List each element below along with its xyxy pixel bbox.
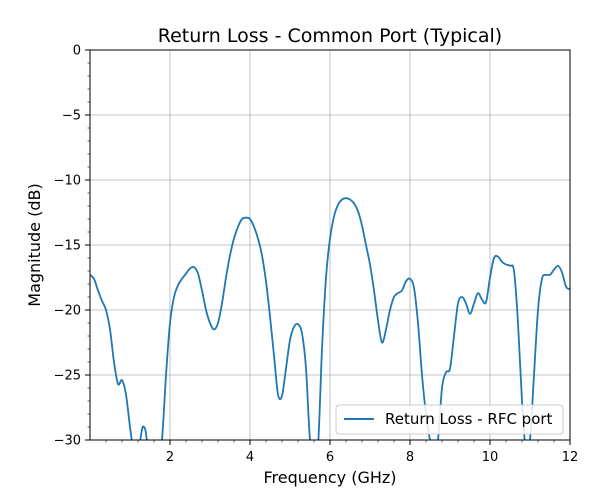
y-tick-label: −20 [54, 304, 81, 319]
x-tick-label: 6 [326, 450, 334, 465]
chart-title: Return Loss - Common Port (Typical) [158, 25, 502, 47]
y-tick-label: −10 [54, 174, 81, 189]
y-tick-label: 0 [73, 44, 81, 59]
x-axis-label: Frequency (GHz) [263, 468, 396, 487]
series-line-return-loss-rfc-port [90, 197, 570, 440]
x-tick-label: 8 [406, 450, 414, 465]
y-tick-label: −5 [62, 109, 81, 124]
x-tick-label: 4 [246, 450, 254, 465]
y-tick-label: −15 [54, 239, 81, 254]
legend: Return Loss - RFC port [335, 404, 564, 435]
x-tick-label: 12 [562, 450, 579, 465]
y-tick-label: −25 [54, 369, 81, 384]
legend-box [335, 404, 564, 435]
x-axis-ticks: 2 4 6 8 10 12 [105, 440, 579, 465]
legend-label: Return Loss - RFC port [385, 410, 553, 428]
y-tick-label: −30 [54, 434, 81, 449]
x-tick-label: 10 [482, 450, 499, 465]
y-axis-ticks: 0 −5 −10 −15 −20 −25 −30 [54, 44, 90, 449]
y-axis-label: Magnitude (dB) [25, 183, 44, 306]
x-tick-label: 2 [166, 450, 174, 465]
